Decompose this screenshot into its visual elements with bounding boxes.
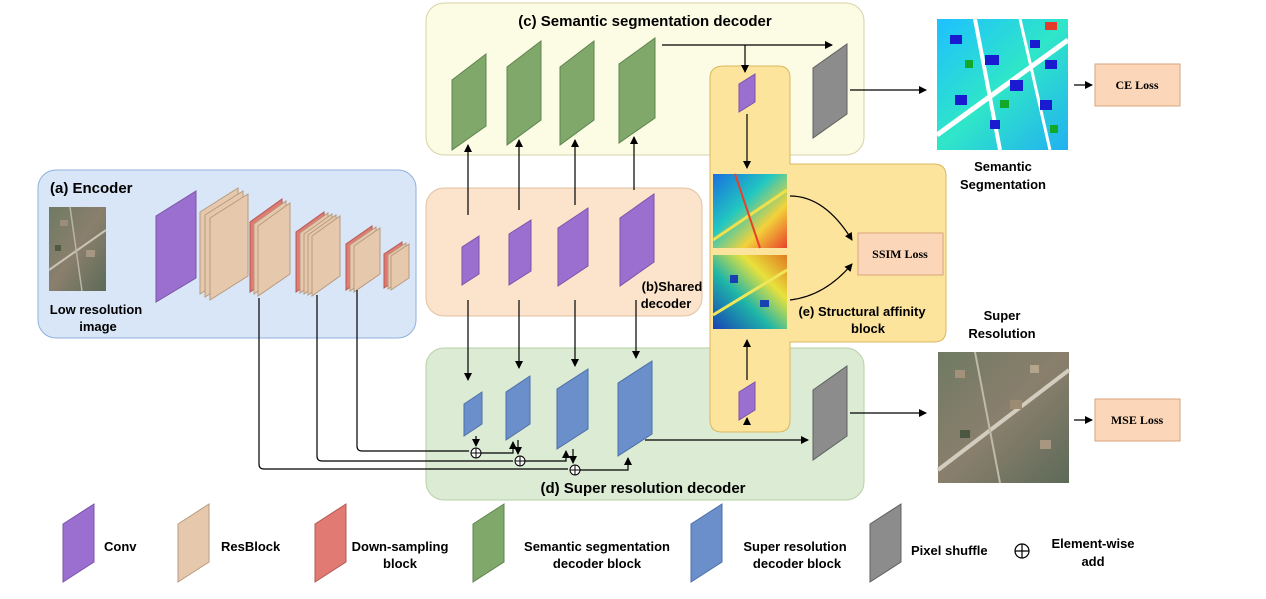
elementwise-add-node-2 [514,455,526,467]
superres-decoder-block-3 [556,368,589,450]
semseg-pixel-shuffle [812,43,848,139]
affinity-conv-bottom [738,381,756,421]
legend-semseg-label-line1: Semantic segmentation [524,539,670,554]
elementwise-add-node-3 [569,464,581,476]
segmentation-output-image [935,18,1070,151]
mse-loss-box [1094,398,1181,442]
mse-loss-label: MSE Loss [1111,413,1164,427]
shared-decoder-title-line1: (b)Shared [642,279,703,294]
legend-pixelshuffle-label: Pixel shuffle [911,543,988,558]
encoder-title: (a) Encoder [50,180,133,197]
input-image-label-line2: image [79,319,117,334]
structural-affinity-title-line2: block [851,321,886,336]
shared-decoder-title-line2: decoder [641,296,692,311]
semseg-decoder-block-2 [506,39,542,146]
ssim-loss-label: SSIM Loss [872,247,928,261]
semseg-decoder-block-3 [559,39,595,146]
super-resolution-output-label-line1: Super [984,308,1021,323]
super-resolution-title: (d) Super resolution decoder [540,480,745,497]
input-image [48,206,107,292]
legend-downsampling-label-line1: Down-sampling [352,539,449,554]
encoder-stage-4 [345,225,381,293]
structural-affinity-panel [709,65,947,433]
legend-resblock-label: ResBlock [221,539,281,554]
shared-decoder-conv-2 [508,219,532,286]
affinity-conv-top [738,73,756,113]
super-resolution-output-label-line2: Resolution [968,326,1035,341]
ce-loss-label: CE Loss [1115,78,1158,92]
legend-downsampling-swatch [314,503,347,583]
elementwise-add-node-1 [470,447,482,459]
legend-elementwise-label-line1: Element-wise [1051,536,1134,551]
legend-superres-swatch [690,503,723,583]
shared-decoder-conv-4 [619,193,655,287]
legend-semseg-swatch [472,503,505,583]
structural-affinity-title-line1: (e) Structural affinity [798,304,926,319]
semseg-decoder-block-4 [618,37,656,144]
shared-decoder-conv-1 [461,235,480,286]
encoder-stage-2 [249,198,291,297]
encoder-stage-3 [295,211,341,297]
encoder-stage-5 [383,241,410,291]
flow-arrows [258,41,1093,471]
legend-conv-label: Conv [104,539,137,554]
semseg-decoder-block-1 [451,52,487,151]
super-resolution-output-image [936,351,1071,484]
semantic-decoder-title: (c) Semantic segmentation decoder [518,13,772,30]
legend-conv-swatch [62,503,95,583]
legend-superres-label-line1: Super resolution [743,539,846,554]
legend-downsampling-label-line2: block [383,556,418,571]
input-image-label-line1: Low resolution [50,302,143,317]
legend-elementwise-label-line2: add [1081,554,1104,569]
segmentation-output-label-line1: Semantic [974,159,1032,174]
ssim-loss-box [857,232,944,276]
encoder-resblock-stack [199,187,249,301]
superres-decoder-block-4 [617,360,653,457]
legend-resblock-swatch [177,503,210,583]
affinity-map-superres [712,255,788,329]
ce-loss-box [1094,63,1181,107]
legend-superres-label-line2: decoder block [753,556,842,571]
legend-elementwise-add-icon [1014,543,1030,559]
segmentation-output-label-line2: Segmentation [960,177,1046,192]
encoder-conv-block [155,190,197,303]
superres-decoder-block-1 [463,391,483,437]
legend-semseg-label-line2: decoder block [553,556,642,571]
superres-pixel-shuffle [812,365,848,461]
superres-decoder-block-2 [505,375,531,441]
legend-pixelshuffle-swatch [869,503,902,583]
affinity-map-semantic [712,173,788,249]
shared-decoder-conv-3 [557,207,589,287]
